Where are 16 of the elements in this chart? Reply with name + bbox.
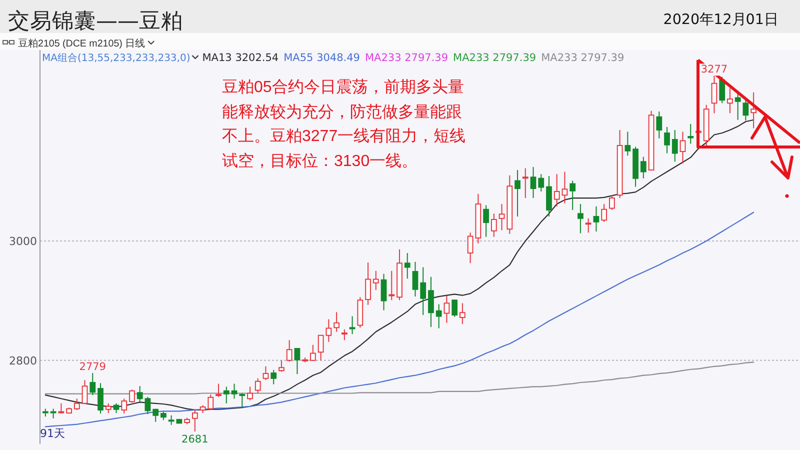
annotation: 2681 — [182, 433, 208, 446]
legend-label: MA55 3048.49 — [284, 52, 360, 64]
legend-label: MA233 2797.39 — [365, 52, 448, 64]
annotation: 3277 — [700, 64, 728, 76]
legend-title: MA组合(13,55,233,233,233,0) — [42, 53, 190, 64]
y-tick-label: 3000 — [9, 235, 37, 248]
annotation: 2020年12月01日 — [663, 12, 778, 28]
chart-title: 交易锦囊——豆粕 — [8, 9, 183, 34]
y-tick-label: 2800 — [9, 354, 37, 368]
legend-label: MA233 2797.39 — [453, 52, 536, 64]
legend-label: MA13 3202.54 — [202, 52, 279, 64]
legend-label: MA233 2797.39 — [541, 52, 624, 64]
annotation: 2779 — [79, 360, 106, 373]
chart-subtitle: 豆粕2105 (DCE m2105) 日线 — [18, 38, 146, 50]
annotation: 91天 — [40, 427, 65, 440]
annotation: 豆粕05合约今日震荡，前期多头量能释放较为充分，防范做多量能跟不上。豆粕3277一线有阻力，短线试空，目标位：3130一线。 — [222, 78, 467, 172]
